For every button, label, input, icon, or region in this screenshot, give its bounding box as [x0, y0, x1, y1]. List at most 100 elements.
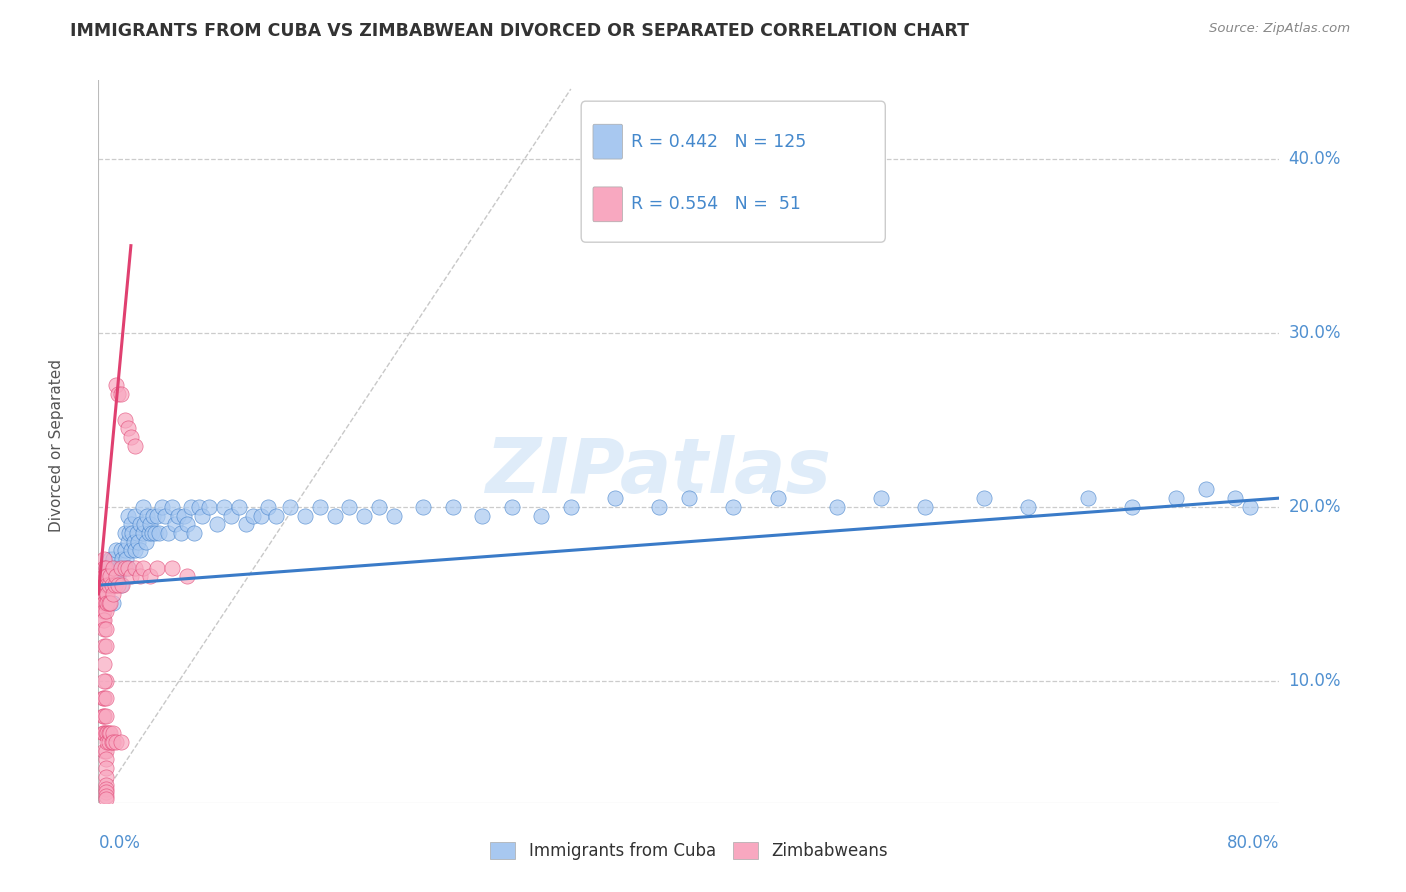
Point — [98, 596, 121, 610]
Point — [136, 508, 159, 523]
Point — [135, 534, 157, 549]
Point — [91, 726, 114, 740]
Point — [93, 673, 115, 688]
Point — [93, 639, 115, 653]
Point — [766, 491, 789, 505]
Point — [117, 534, 139, 549]
Point — [309, 500, 332, 514]
Point — [973, 491, 995, 505]
Point — [98, 552, 121, 566]
Point — [98, 569, 121, 583]
Point — [132, 525, 155, 540]
Point — [212, 500, 235, 514]
Point — [501, 500, 523, 514]
Text: Source: ZipAtlas.com: Source: ZipAtlas.com — [1209, 22, 1350, 36]
Point — [93, 657, 115, 671]
Point — [156, 525, 179, 540]
Point — [128, 517, 150, 532]
Point — [98, 578, 121, 592]
Point — [93, 726, 115, 740]
Point — [93, 569, 115, 583]
Point — [103, 596, 125, 610]
Point — [114, 543, 136, 558]
Point — [170, 525, 193, 540]
Point — [94, 578, 117, 592]
Point — [141, 525, 163, 540]
Point — [94, 639, 117, 653]
Point — [339, 500, 361, 514]
Point — [111, 552, 134, 566]
Point — [100, 561, 122, 575]
Point — [103, 552, 125, 566]
Point — [93, 613, 115, 627]
FancyBboxPatch shape — [593, 124, 623, 159]
Point — [870, 491, 893, 505]
Point — [103, 735, 125, 749]
Point — [110, 386, 132, 401]
Text: 40.0%: 40.0% — [1288, 150, 1341, 168]
Point — [94, 708, 117, 723]
Point — [91, 596, 114, 610]
Point — [1225, 491, 1247, 505]
Point — [221, 508, 243, 523]
Point — [94, 604, 117, 618]
Point — [94, 691, 117, 706]
Point — [605, 491, 627, 505]
Point — [94, 770, 117, 784]
Point — [235, 517, 257, 532]
Point — [120, 543, 142, 558]
Point — [93, 604, 115, 618]
Point — [103, 726, 125, 740]
Point — [93, 578, 115, 592]
Point — [124, 439, 146, 453]
Point — [94, 673, 117, 688]
Point — [187, 500, 209, 514]
Point — [1018, 500, 1040, 514]
Point — [93, 587, 115, 601]
Point — [91, 604, 114, 618]
Point — [108, 561, 131, 575]
FancyBboxPatch shape — [581, 101, 886, 243]
Point — [114, 413, 136, 427]
Point — [94, 578, 117, 592]
Point — [110, 561, 132, 575]
Point — [117, 561, 139, 575]
Point — [294, 508, 316, 523]
Point — [117, 421, 139, 435]
Point — [94, 561, 117, 575]
Point — [162, 500, 183, 514]
Point — [97, 596, 120, 610]
Point — [242, 508, 264, 523]
Point — [93, 743, 115, 757]
Point — [114, 561, 136, 575]
Point — [94, 743, 117, 757]
Point — [250, 508, 273, 523]
Point — [150, 500, 173, 514]
Point — [94, 785, 117, 799]
Point — [100, 578, 122, 592]
Point — [105, 543, 128, 558]
Point — [124, 543, 146, 558]
Text: 80.0%: 80.0% — [1227, 834, 1279, 852]
Text: 30.0%: 30.0% — [1288, 324, 1341, 342]
Point — [205, 517, 228, 532]
Point — [91, 587, 114, 601]
Point — [228, 500, 250, 514]
Point — [264, 508, 287, 523]
Point — [114, 525, 136, 540]
Point — [117, 508, 139, 523]
Point — [1239, 500, 1261, 514]
Point — [110, 561, 132, 575]
Text: R = 0.554   N =  51: R = 0.554 N = 51 — [631, 195, 801, 213]
Point — [1077, 491, 1099, 505]
Point — [138, 525, 160, 540]
Point — [148, 525, 170, 540]
Point — [94, 778, 117, 792]
Point — [323, 508, 346, 523]
Point — [115, 552, 138, 566]
Point — [139, 517, 162, 532]
Point — [105, 561, 128, 575]
Point — [127, 534, 149, 549]
Point — [120, 430, 142, 444]
Point — [125, 525, 148, 540]
